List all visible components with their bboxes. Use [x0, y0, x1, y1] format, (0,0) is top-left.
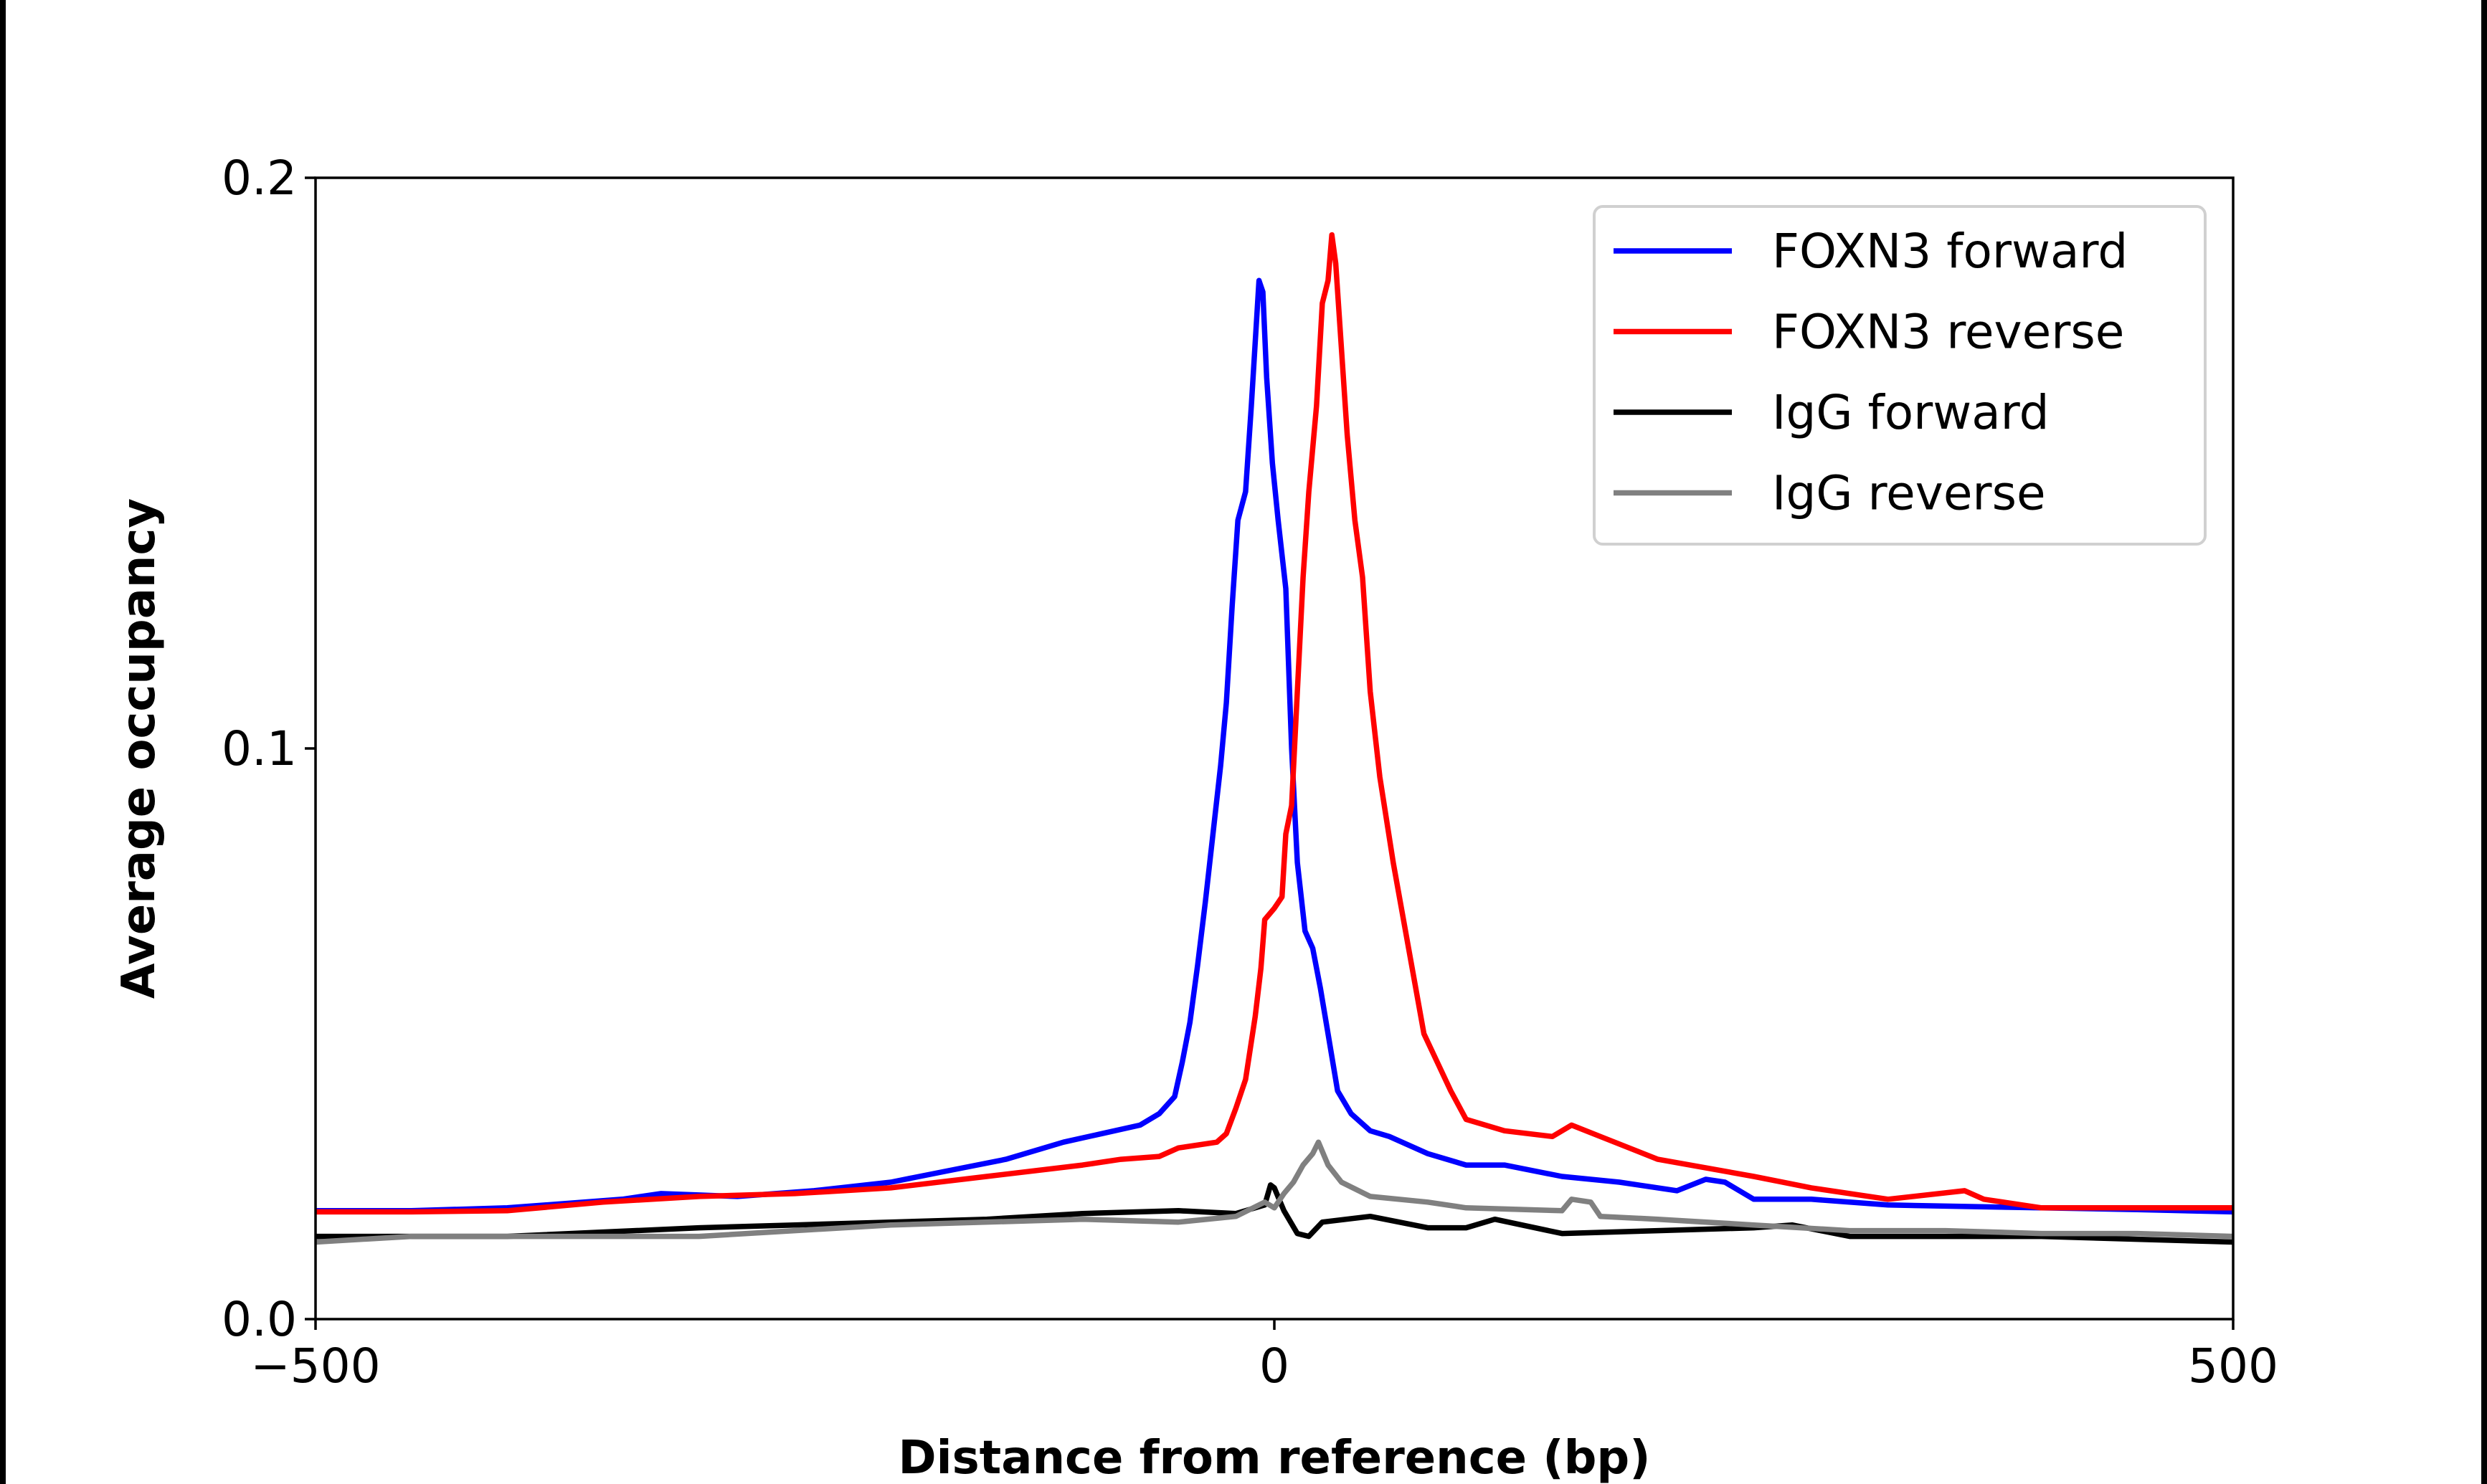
- legend-label: FOXN3 forward: [1772, 224, 2128, 279]
- y-tick-label: 0.2: [222, 151, 297, 206]
- legend-label: IgG reverse: [1772, 466, 2046, 521]
- right-border: [2481, 0, 2487, 1484]
- series-lines: [315, 232, 2234, 1245]
- y-axis-label: Average occupancy: [113, 498, 166, 999]
- series-line-1: [316, 232, 2233, 1215]
- x-tick-label: −500: [250, 1338, 380, 1394]
- x-tick-label: 500: [2188, 1338, 2278, 1394]
- y-tick-label: 0.1: [222, 721, 297, 776]
- axis-ticks: −500 0 500 0.0 0.1 0.2: [222, 151, 2278, 1394]
- y-tick-label: 0.0: [222, 1292, 297, 1347]
- series-line-3: [315, 1139, 2234, 1245]
- x-axis-label: Distance from reference (bp): [899, 1432, 1651, 1484]
- legend-box: [1593, 205, 2207, 546]
- legend-label: FOXN3 reverse: [1772, 305, 2124, 360]
- legend-label: IgG forward: [1772, 385, 2050, 440]
- legend: FOXN3 forward FOXN3 reverse IgG forward IgG…: [1593, 205, 2207, 546]
- x-tick-label: 0: [1259, 1338, 1289, 1394]
- series-line-0: [316, 277, 2234, 1215]
- left-border: [0, 0, 6, 1484]
